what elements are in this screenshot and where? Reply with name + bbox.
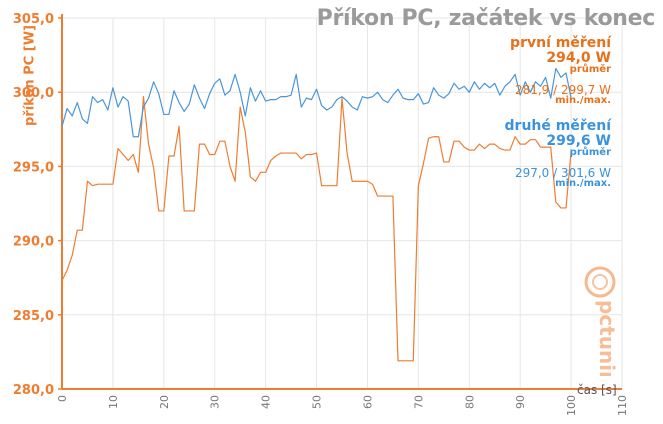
x-tick-label: 0 [56, 395, 69, 402]
series-line-1 [61, 96, 572, 362]
y-tick-labels: 280,0 285,0 290,0 295,0 300,0 305,0 [13, 12, 54, 398]
y-axis-label: příkon PC [W] [22, 25, 38, 126]
y-tick-label: 305,0 [13, 12, 54, 27]
pctuning-logo: pctuning [584, 266, 619, 376]
legend-series-2-avg: 299,6 W [546, 132, 611, 149]
y-tick-label: 300,0 [13, 86, 54, 101]
y-tick-label: 295,0 [13, 160, 54, 175]
x-tick-label: 110 [616, 395, 629, 416]
x-tick-label: 100 [565, 395, 578, 416]
chart-title: Příkon PC, začátek vs konec [316, 6, 656, 31]
legend-series-1-range-label: min./max. [555, 95, 611, 107]
axes [58, 14, 622, 390]
y-tick-label: 290,0 [13, 235, 54, 250]
x-tick-labels: 0 10 20 30 40 50 60 70 80 90 100 110 [56, 395, 629, 416]
series-layer [61, 67, 572, 362]
logo-text: pctuning [595, 300, 619, 376]
legend-series-1: první měření 294,0 W průměr 281,9 / 299,… [510, 36, 611, 107]
legend-series-2-range: 297,0 / 301,6 W [514, 165, 611, 180]
x-tick-label: 40 [260, 395, 273, 409]
legend-series-1-avg: 294,0 W [546, 49, 611, 66]
x-tick-label: 90 [514, 395, 527, 409]
x-tick-label: 80 [463, 395, 476, 409]
x-tick-label: 70 [412, 395, 425, 409]
series-line-2 [61, 67, 572, 138]
y-tick-label: 280,0 [13, 383, 54, 398]
x-tick-label: 30 [209, 395, 222, 409]
legend-series-1-name: první měření [510, 35, 611, 51]
x-axis-label: čas [s] [577, 383, 617, 397]
y-tick-label: 285,0 [13, 309, 54, 324]
legend-series-2-avg-label: průměr [569, 147, 611, 159]
x-tick-label: 10 [107, 395, 120, 409]
legend-series-2-range-label: min./max. [555, 178, 611, 190]
legend-series-2-name: druhé měření [504, 118, 611, 134]
legend-series-1-range: 281,9 / 299,7 W [514, 82, 611, 97]
x-tick-label: 20 [158, 395, 171, 409]
legend-series-2: druhé měření 299,6 W průměr 297,0 / 301,… [505, 119, 611, 190]
x-tick-label: 50 [311, 395, 324, 409]
x-tick-label: 60 [361, 395, 374, 409]
legend-series-1-avg-label: průměr [569, 64, 611, 76]
